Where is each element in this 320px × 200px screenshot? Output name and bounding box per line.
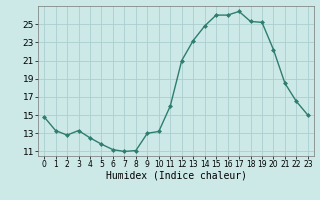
X-axis label: Humidex (Indice chaleur): Humidex (Indice chaleur): [106, 171, 246, 181]
